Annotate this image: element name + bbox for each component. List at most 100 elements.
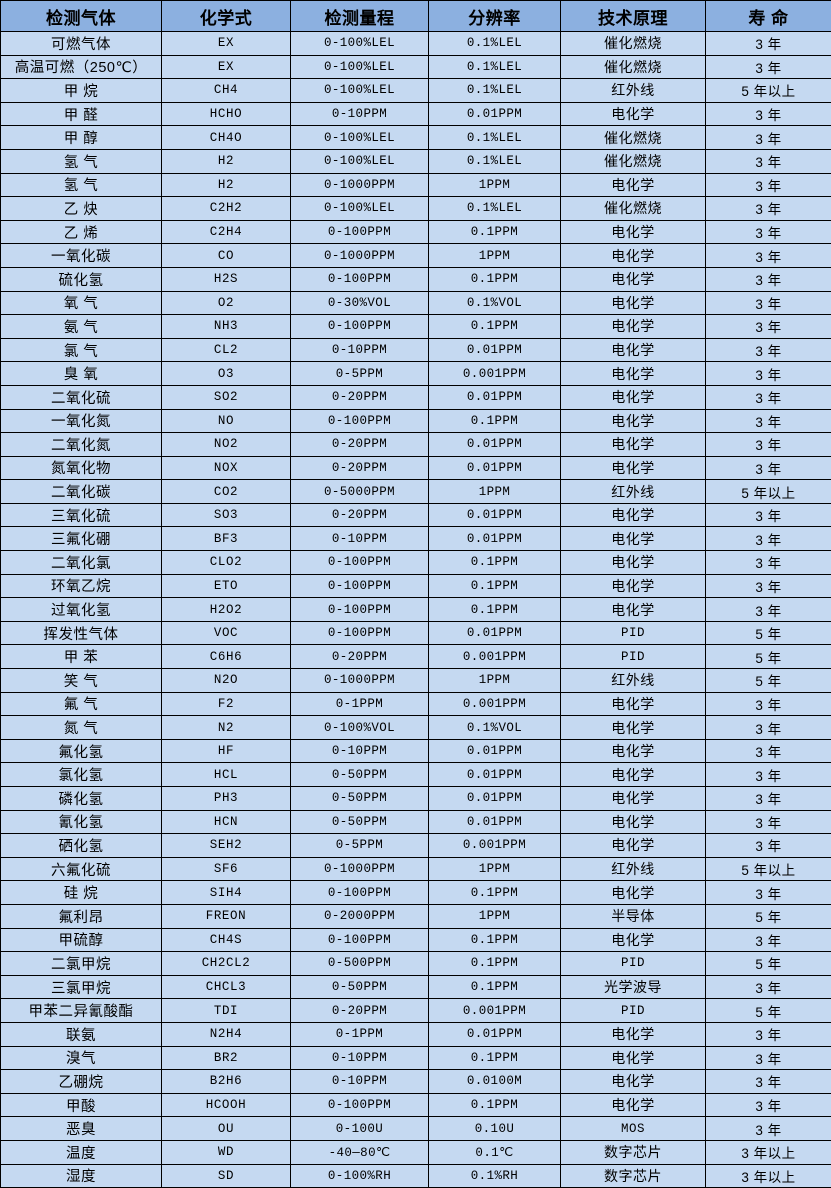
cell-resolution: 0.1PPM	[429, 952, 561, 976]
cell-resolution: 1PPM	[429, 904, 561, 928]
cell-gas-name: 甲 醇	[1, 126, 162, 150]
cell-lifespan: 3 年	[706, 197, 831, 221]
cell-chemical-formula: CLO2	[162, 551, 291, 575]
cell-detection-range: 0-100PPM	[291, 315, 429, 339]
cell-chemical-formula: EX	[162, 55, 291, 79]
cell-detection-range: 0-100%LEL	[291, 79, 429, 103]
cell-technology-principle: 电化学	[561, 598, 706, 622]
cell-resolution: 1PPM	[429, 857, 561, 881]
cell-gas-name: 氨 气	[1, 315, 162, 339]
cell-resolution: 0.1PPM	[429, 574, 561, 598]
cell-technology-principle: 红外线	[561, 857, 706, 881]
cell-technology-principle: 电化学	[561, 787, 706, 811]
cell-resolution: 0.01PPM	[429, 503, 561, 527]
cell-gas-name: 甲 醛	[1, 102, 162, 126]
cell-detection-range: 0-50PPM	[291, 763, 429, 787]
cell-technology-principle: 电化学	[561, 315, 706, 339]
cell-detection-range: 0-100PPM	[291, 574, 429, 598]
cell-gas-name: 氮 气	[1, 716, 162, 740]
cell-resolution: 0.01PPM	[429, 338, 561, 362]
cell-technology-principle: 电化学	[561, 267, 706, 291]
cell-detection-range: 0-20PPM	[291, 999, 429, 1023]
cell-technology-principle: 电化学	[561, 574, 706, 598]
cell-technology-principle: 电化学	[561, 716, 706, 740]
cell-lifespan: 3 年	[706, 149, 831, 173]
cell-chemical-formula: HF	[162, 739, 291, 763]
cell-resolution: 0.1PPM	[429, 598, 561, 622]
cell-resolution: 0.01PPM	[429, 433, 561, 457]
cell-resolution: 0.1PPM	[429, 1093, 561, 1117]
cell-lifespan: 3 年	[706, 810, 831, 834]
cell-resolution: 0.01PPM	[429, 739, 561, 763]
cell-detection-range: 0-100PPM	[291, 220, 429, 244]
cell-lifespan: 3 年	[706, 173, 831, 197]
cell-detection-range: 0-100PPM	[291, 881, 429, 905]
cell-technology-principle: 电化学	[561, 338, 706, 362]
cell-lifespan: 3 年	[706, 787, 831, 811]
cell-resolution: 0.0100M	[429, 1070, 561, 1094]
cell-gas-name: 可燃气体	[1, 32, 162, 56]
cell-chemical-formula: VOC	[162, 621, 291, 645]
cell-lifespan: 3 年	[706, 598, 831, 622]
cell-resolution: 1PPM	[429, 480, 561, 504]
cell-chemical-formula: CO2	[162, 480, 291, 504]
cell-resolution: 0.1%RH	[429, 1164, 561, 1188]
cell-detection-range: 0-10PPM	[291, 102, 429, 126]
cell-resolution: 0.001PPM	[429, 645, 561, 669]
cell-lifespan: 5 年以上	[706, 480, 831, 504]
cell-technology-principle: 电化学	[561, 928, 706, 952]
cell-detection-range: 0-20PPM	[291, 645, 429, 669]
cell-lifespan: 5 年	[706, 645, 831, 669]
cell-chemical-formula: BR2	[162, 1046, 291, 1070]
cell-chemical-formula: NO	[162, 409, 291, 433]
cell-detection-range: 0-100PPM	[291, 551, 429, 575]
cell-resolution: 0.01PPM	[429, 763, 561, 787]
cell-detection-range: 0-100%LEL	[291, 32, 429, 56]
cell-chemical-formula: SEH2	[162, 834, 291, 858]
cell-detection-range: 0-100%LEL	[291, 197, 429, 221]
cell-gas-name: 甲 苯	[1, 645, 162, 669]
cell-chemical-formula: CH4O	[162, 126, 291, 150]
cell-lifespan: 3 年	[706, 362, 831, 386]
cell-lifespan: 3 年	[706, 267, 831, 291]
cell-gas-name: 甲 烷	[1, 79, 162, 103]
cell-technology-principle: 催化燃烧	[561, 149, 706, 173]
cell-gas-name: 二氧化氮	[1, 433, 162, 457]
cell-detection-range: 0-1000PPM	[291, 669, 429, 693]
cell-detection-range: 0-1000PPM	[291, 173, 429, 197]
cell-gas-name: 笑 气	[1, 669, 162, 693]
cell-technology-principle: 电化学	[561, 810, 706, 834]
cell-detection-range: 0-100%LEL	[291, 55, 429, 79]
cell-gas-name: 氯 气	[1, 338, 162, 362]
cell-lifespan: 3 年	[706, 1070, 831, 1094]
cell-lifespan: 3 年	[706, 1117, 831, 1141]
cell-gas-name: 联氨	[1, 1022, 162, 1046]
cell-gas-name: 过氧化氢	[1, 598, 162, 622]
cell-chemical-formula: B2H6	[162, 1070, 291, 1094]
cell-resolution: 0.1PPM	[429, 928, 561, 952]
cell-technology-principle: 电化学	[561, 881, 706, 905]
cell-gas-name: 氢 气	[1, 173, 162, 197]
cell-lifespan: 3 年	[706, 503, 831, 527]
cell-technology-principle: 电化学	[561, 291, 706, 315]
cell-detection-range: 0-20PPM	[291, 433, 429, 457]
cell-chemical-formula: F2	[162, 692, 291, 716]
cell-gas-name: 六氟化硫	[1, 857, 162, 881]
cell-technology-principle: 数字芯片	[561, 1140, 706, 1164]
cell-lifespan: 5 年	[706, 621, 831, 645]
cell-detection-range: 0-100PPM	[291, 409, 429, 433]
cell-gas-name: 三氧化硫	[1, 503, 162, 527]
